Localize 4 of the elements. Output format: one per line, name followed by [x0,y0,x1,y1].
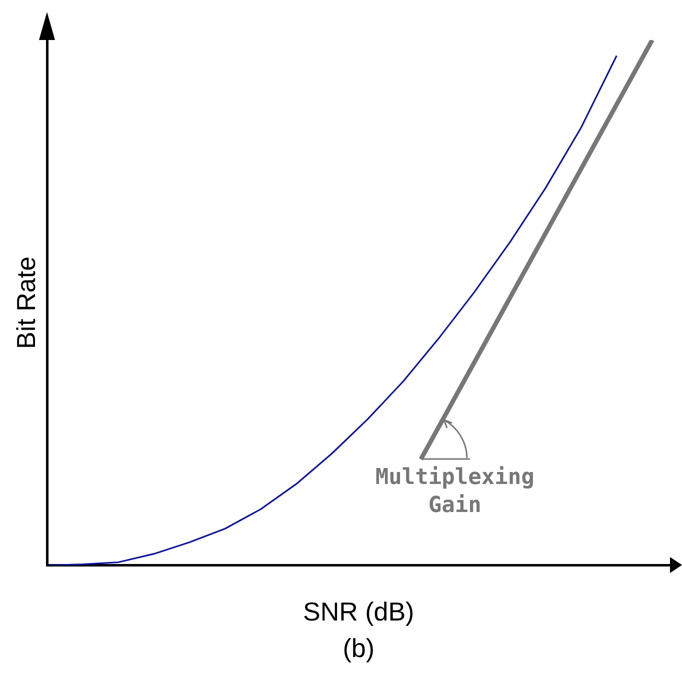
text: (b) [342,633,374,664]
y-axis-title: Bit Rate [10,256,41,349]
annotation: Multiplexing Gain [375,464,534,518]
x-axis-title: SNR (dB) [302,596,414,627]
